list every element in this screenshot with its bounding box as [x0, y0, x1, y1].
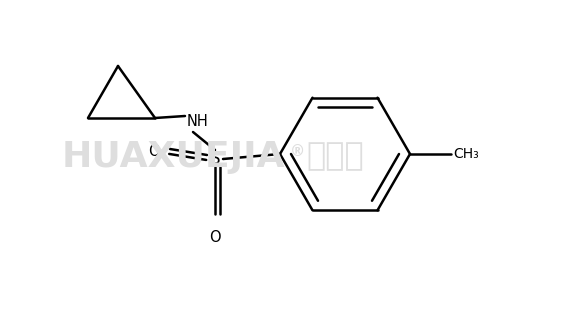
Text: CH₃: CH₃	[453, 147, 479, 161]
Text: HUAXUEJIA: HUAXUEJIA	[62, 140, 286, 174]
Text: O: O	[148, 143, 160, 159]
Text: 化学加: 化学加	[306, 142, 364, 172]
Text: NH: NH	[187, 115, 209, 129]
Text: O: O	[209, 230, 221, 245]
Text: S: S	[210, 150, 220, 168]
Text: ®: ®	[290, 143, 305, 159]
